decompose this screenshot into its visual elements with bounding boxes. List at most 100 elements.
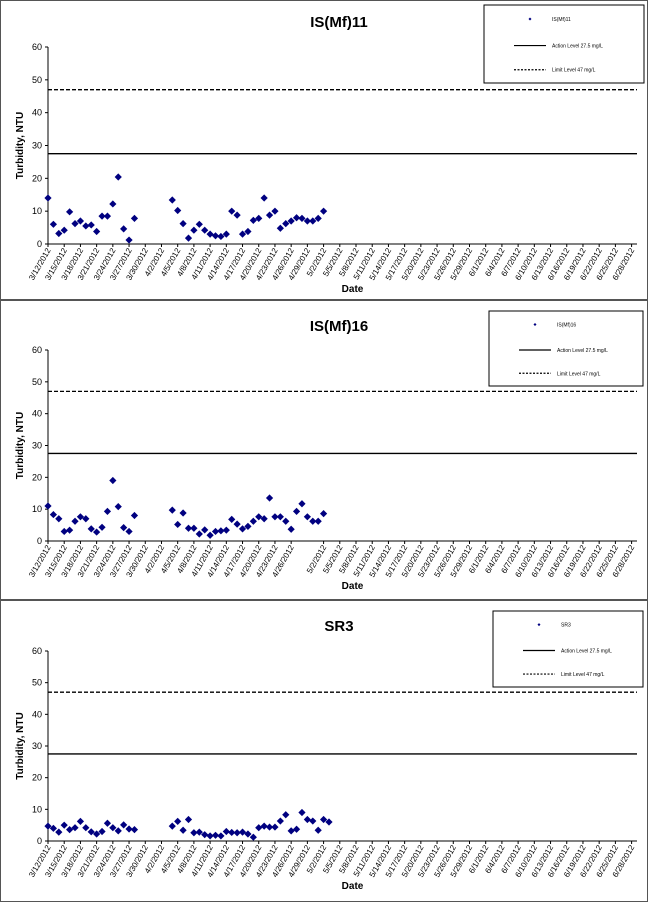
legend-entry-series: SR3 <box>561 623 571 629</box>
data-point <box>87 525 95 533</box>
data-point <box>314 517 322 525</box>
data-point <box>168 822 176 830</box>
data-point <box>190 226 198 234</box>
data-point <box>76 817 85 825</box>
legend-entry-limit: Limit Level 47 mg/L <box>552 68 596 74</box>
data-point <box>49 510 58 519</box>
legend-entry-action: Action Level 27.5 mg/L <box>552 44 603 50</box>
data-point <box>195 530 203 538</box>
data-point <box>260 515 268 523</box>
y-axis-label: Turbidity, NTU <box>15 412 26 479</box>
legend-marker <box>533 323 537 326</box>
data-point <box>217 232 225 241</box>
data-point <box>292 214 301 222</box>
data-point <box>211 232 220 240</box>
data-point <box>60 821 68 829</box>
y-tick-label: 10 <box>32 504 42 514</box>
data-point <box>174 817 182 825</box>
data-point <box>174 206 182 215</box>
y-tick-label: 50 <box>32 377 42 387</box>
data-point <box>249 833 257 841</box>
legend-marker <box>528 17 532 21</box>
data-point <box>82 824 90 832</box>
data-point <box>287 217 295 225</box>
data-point <box>319 510 328 518</box>
data-point <box>260 822 268 830</box>
data-point <box>55 828 63 836</box>
y-tick-label: 40 <box>32 108 42 118</box>
data-point <box>233 520 241 528</box>
data-point <box>276 513 284 521</box>
data-point <box>190 829 198 837</box>
data-point <box>120 225 128 233</box>
data-point <box>71 220 79 228</box>
data-point <box>49 220 58 228</box>
data-point <box>303 217 311 225</box>
data-point <box>55 515 63 523</box>
legend-entry-limit: Limit Level 47 mg/L <box>561 672 605 678</box>
data-point <box>238 525 247 533</box>
y-tick-label: 50 <box>32 75 42 85</box>
data-point <box>184 524 193 532</box>
data-point <box>130 214 139 222</box>
data-point <box>325 818 333 826</box>
data-point <box>93 830 101 838</box>
data-point <box>206 531 214 539</box>
data-point <box>93 227 101 236</box>
data-point <box>179 509 187 517</box>
data-point <box>201 226 209 234</box>
chart-ismf11: IS(Mf)1101020304050603/12/20123/15/20123… <box>15 4 645 295</box>
legend-box <box>492 610 644 688</box>
x-axis-label: Date <box>342 881 364 892</box>
chart-panel-ismf16: IS(Mf)16 0 10 20 30 40 50 60 3/12/2012 3/15/2012 3… <box>0 300 648 600</box>
y-axis-label: Turbidity, NTU <box>15 712 26 779</box>
data-point <box>55 229 63 238</box>
data-point <box>76 217 85 225</box>
data-point <box>82 222 90 230</box>
data-point <box>265 494 274 502</box>
data-point <box>287 827 295 835</box>
data-point <box>114 503 122 511</box>
data-point <box>222 827 230 836</box>
data-point <box>130 826 139 834</box>
data-point <box>44 194 52 202</box>
data-point <box>103 507 112 515</box>
data-point <box>60 527 68 536</box>
data-point <box>98 827 106 836</box>
y-tick-label: 30 <box>32 441 42 451</box>
data-point <box>103 212 112 220</box>
y-tick-label: 20 <box>32 472 42 482</box>
data-point <box>174 520 182 529</box>
data-point <box>309 817 317 825</box>
y-tick-label: 20 <box>32 173 42 183</box>
data-point <box>233 829 241 837</box>
data-point <box>93 528 101 536</box>
data-point <box>87 221 95 229</box>
data-point <box>168 506 176 514</box>
data-point <box>44 502 52 510</box>
chart-sr3: SR301020304050603/12/20123/15/20123/18/2… <box>15 610 644 892</box>
data-point <box>201 526 209 534</box>
x-axis-label: Date <box>342 581 364 592</box>
data-point <box>109 824 117 832</box>
data-point <box>109 200 117 208</box>
y-tick-label: 10 <box>32 206 42 216</box>
legend-entry-limit: Limit Level 47 mg/L <box>557 371 601 377</box>
data-point <box>255 824 263 832</box>
x-axis-label: Date <box>342 284 364 295</box>
data-point <box>244 830 252 838</box>
legend-entry-action: Action Level 27.5 mg/L <box>557 348 608 354</box>
data-point <box>244 227 252 236</box>
data-point <box>114 173 122 181</box>
data-point <box>276 817 284 825</box>
data-point <box>314 214 322 222</box>
data-point <box>282 517 290 525</box>
data-point <box>292 825 301 833</box>
chart-title: IS(Mf)16 <box>310 318 368 335</box>
data-point <box>179 220 187 228</box>
data-point <box>211 831 220 839</box>
y-tick-label: 40 <box>32 409 42 419</box>
y-tick-label: 60 <box>32 42 42 52</box>
y-tick-label: 40 <box>32 709 42 719</box>
chart-title: SR3 <box>324 618 353 635</box>
